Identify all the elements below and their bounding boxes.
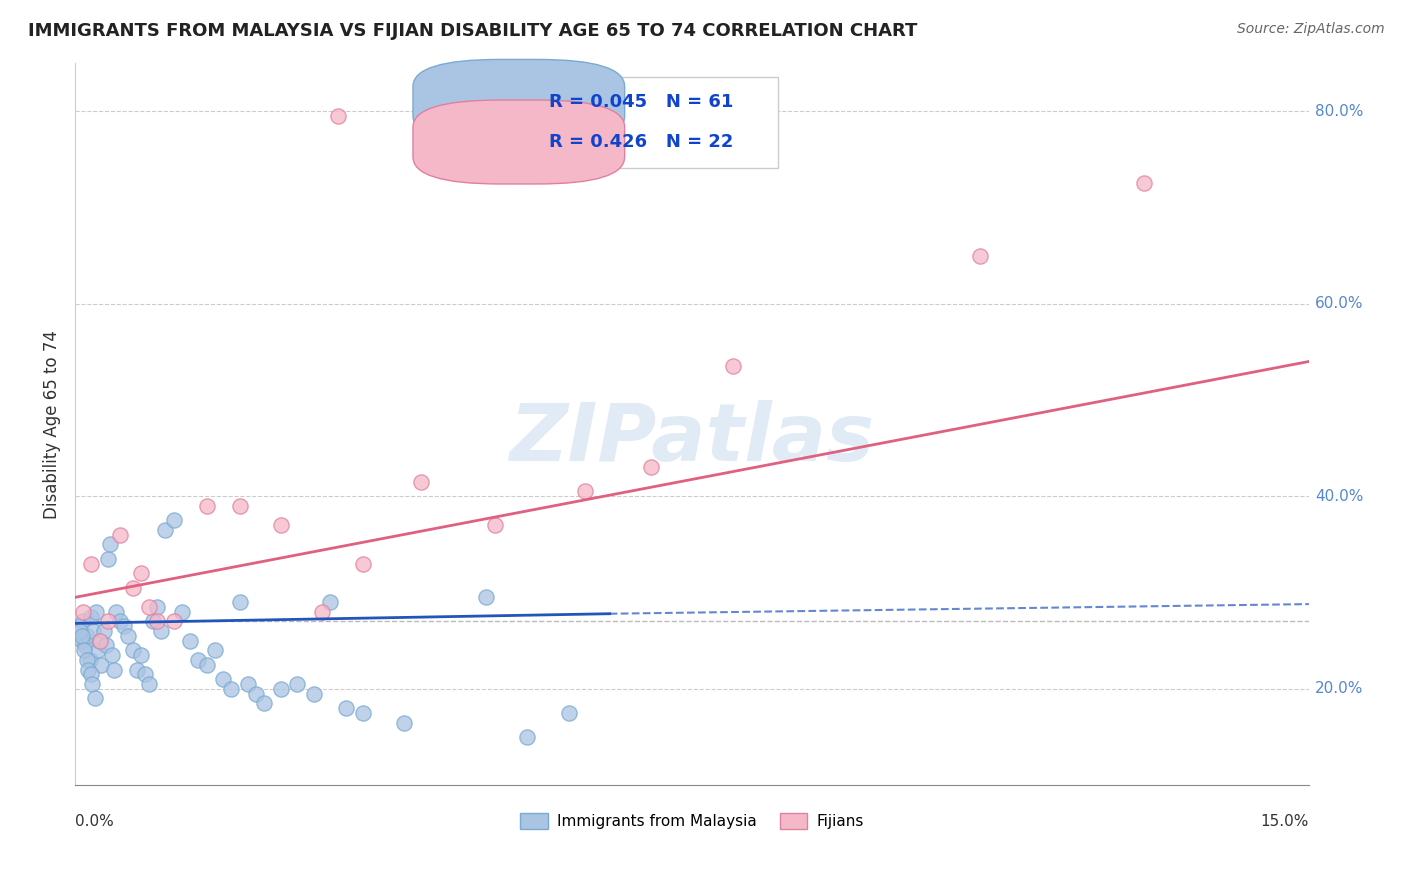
- Point: [80, 609, 103, 624]
- Point: [245, 687, 267, 701]
- Point: [121, 643, 143, 657]
- Point: [134, 667, 156, 681]
- Point: [311, 605, 333, 619]
- Text: 15.0%: 15.0%: [1261, 814, 1309, 829]
- Point: [270, 518, 292, 533]
- Point: [170, 605, 193, 619]
- Point: [179, 633, 201, 648]
- Point: [76, 629, 98, 643]
- Point: [138, 677, 160, 691]
- Point: [409, 475, 432, 489]
- Point: [163, 615, 186, 629]
- Text: 40.0%: 40.0%: [1315, 489, 1364, 504]
- Point: [228, 499, 250, 513]
- Text: 60.0%: 60.0%: [1315, 296, 1364, 311]
- Point: [121, 581, 143, 595]
- Point: [228, 595, 250, 609]
- Point: [150, 624, 173, 638]
- Point: [721, 359, 744, 374]
- Point: [117, 629, 139, 643]
- Point: [163, 513, 186, 527]
- Point: [101, 648, 124, 662]
- Point: [79, 653, 101, 667]
- Point: [146, 615, 169, 629]
- Point: [83, 691, 105, 706]
- Point: [557, 706, 579, 720]
- Point: [142, 615, 165, 629]
- Point: [105, 605, 128, 619]
- Text: IMMIGRANTS FROM MALAYSIA VS FIJIAN DISABILITY AGE 65 TO 74 CORRELATION CHART: IMMIGRANTS FROM MALAYSIA VS FIJIAN DISAB…: [28, 22, 918, 40]
- Y-axis label: Disability Age 65 to 74: Disability Age 65 to 74: [44, 330, 60, 518]
- Point: [125, 663, 148, 677]
- Point: [253, 696, 276, 710]
- Point: [89, 633, 111, 648]
- Point: [69, 624, 91, 638]
- Text: 80.0%: 80.0%: [1315, 103, 1364, 119]
- Text: 0.0%: 0.0%: [75, 814, 114, 829]
- Point: [319, 595, 342, 609]
- Point: [82, 624, 104, 638]
- Point: [96, 639, 118, 653]
- Point: [195, 499, 218, 513]
- Point: [89, 633, 111, 648]
- Point: [155, 523, 177, 537]
- Text: ZIPatlas: ZIPatlas: [509, 400, 875, 477]
- Point: [204, 643, 226, 657]
- Point: [270, 681, 292, 696]
- Point: [129, 648, 152, 662]
- Point: [516, 730, 538, 744]
- Point: [146, 599, 169, 614]
- Point: [80, 557, 103, 571]
- Point: [82, 677, 104, 691]
- Point: [352, 706, 374, 720]
- Point: [352, 557, 374, 571]
- Point: [112, 619, 135, 633]
- Legend: Immigrants from Malaysia, Fijians: Immigrants from Malaysia, Fijians: [515, 807, 870, 835]
- Point: [110, 528, 132, 542]
- Point: [73, 643, 96, 657]
- Point: [87, 643, 110, 657]
- Point: [103, 663, 125, 677]
- Point: [98, 537, 121, 551]
- Point: [1133, 177, 1156, 191]
- Point: [67, 619, 90, 633]
- Point: [302, 687, 325, 701]
- Point: [76, 653, 98, 667]
- Point: [640, 460, 662, 475]
- Point: [72, 605, 94, 619]
- Point: [969, 249, 991, 263]
- Point: [195, 657, 218, 672]
- Point: [475, 591, 498, 605]
- Point: [335, 701, 357, 715]
- Point: [212, 672, 235, 686]
- Point: [93, 624, 115, 638]
- Point: [72, 629, 94, 643]
- Point: [110, 615, 132, 629]
- Point: [236, 677, 259, 691]
- Point: [138, 599, 160, 614]
- Point: [285, 677, 308, 691]
- Point: [77, 663, 100, 677]
- Point: [70, 633, 93, 648]
- Point: [328, 109, 350, 123]
- Point: [73, 639, 96, 653]
- Point: [129, 566, 152, 581]
- Point: [97, 615, 120, 629]
- Point: [97, 552, 120, 566]
- Point: [221, 681, 243, 696]
- Point: [484, 518, 506, 533]
- Point: [79, 667, 101, 681]
- Point: [90, 657, 112, 672]
- Text: 20.0%: 20.0%: [1315, 681, 1364, 697]
- Point: [574, 484, 596, 499]
- Point: [392, 715, 415, 730]
- Point: [72, 615, 94, 629]
- Point: [187, 653, 209, 667]
- Text: Source: ZipAtlas.com: Source: ZipAtlas.com: [1237, 22, 1385, 37]
- Point: [84, 605, 107, 619]
